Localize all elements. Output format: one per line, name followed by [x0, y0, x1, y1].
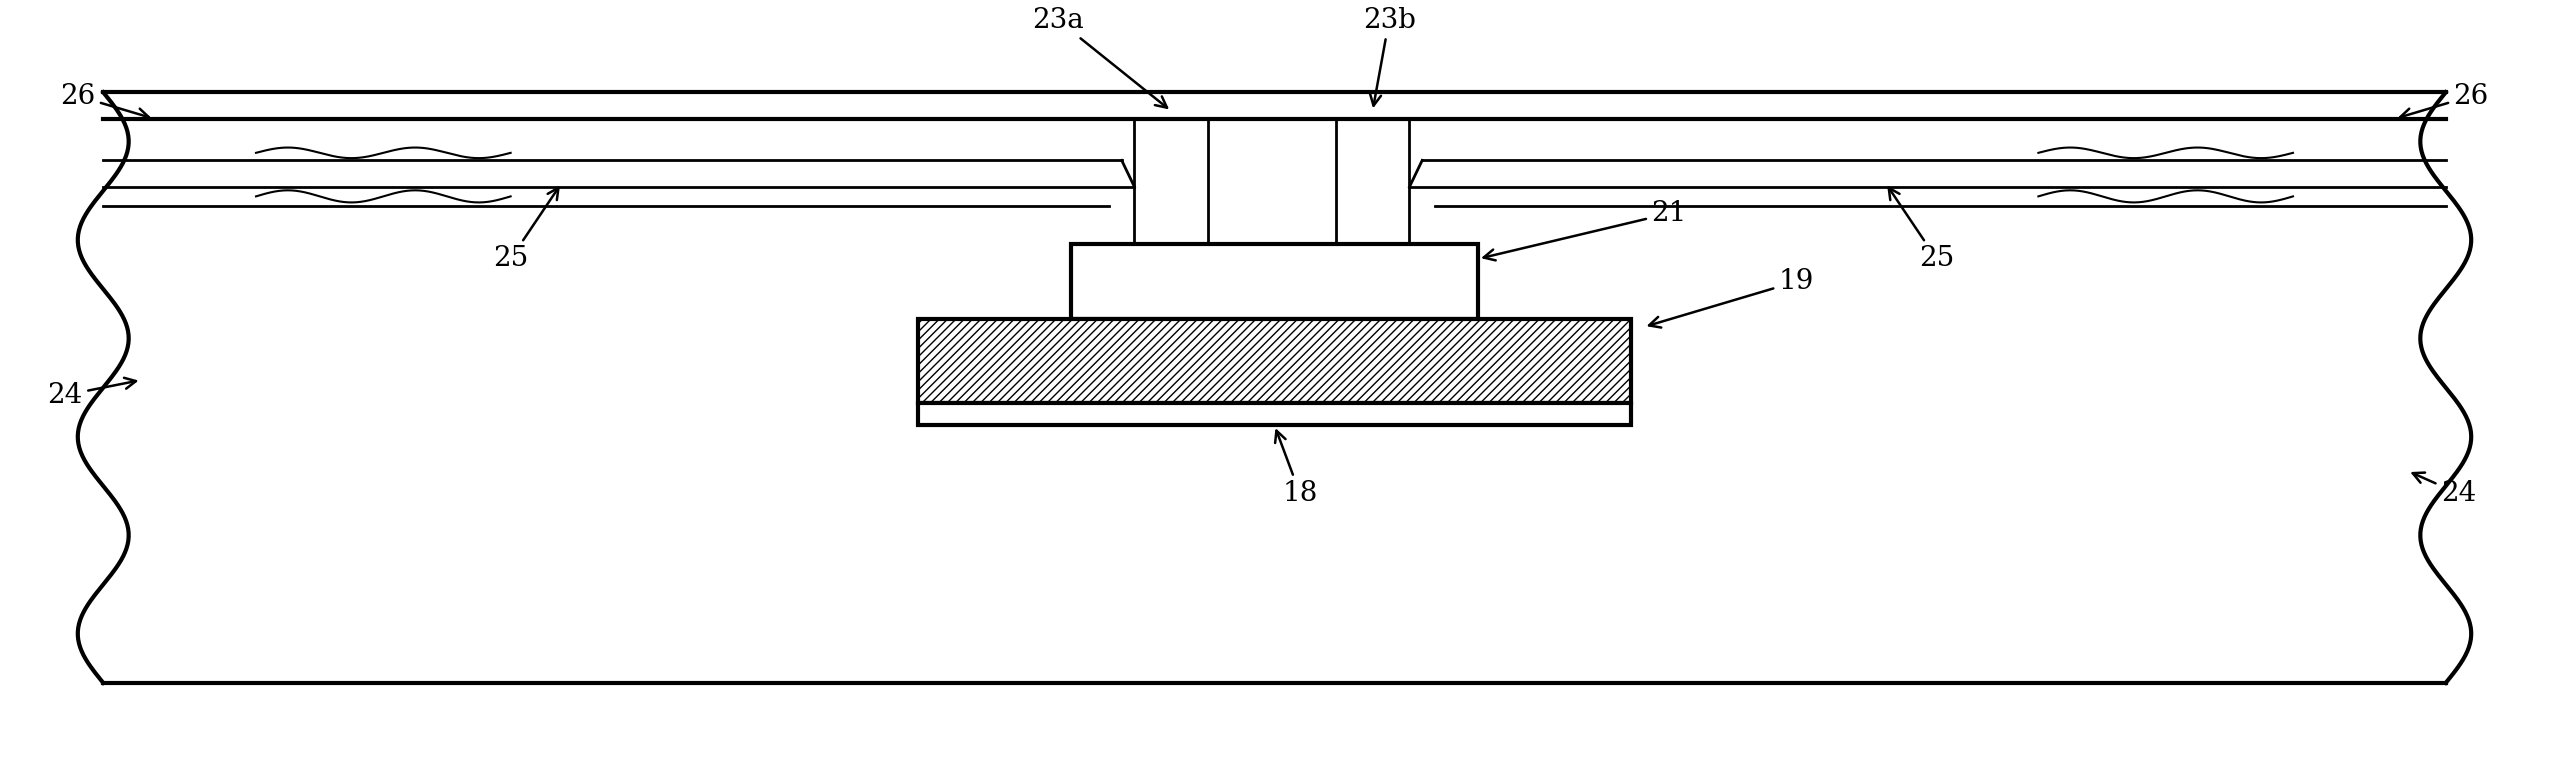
- Bar: [1071, 244, 1478, 319]
- Bar: [918, 403, 1631, 426]
- Bar: [1134, 119, 1208, 244]
- Bar: [1336, 119, 1410, 244]
- Text: 26: 26: [2401, 83, 2488, 119]
- Text: 26: 26: [61, 83, 148, 119]
- Bar: [918, 319, 1631, 403]
- Text: 24: 24: [48, 378, 135, 409]
- Text: 25: 25: [492, 188, 558, 272]
- Text: 21: 21: [1484, 200, 1687, 261]
- Text: 19: 19: [1649, 268, 1815, 328]
- Text: 23b: 23b: [1364, 7, 1415, 106]
- Text: 18: 18: [1274, 431, 1318, 507]
- Text: 25: 25: [1889, 188, 1955, 272]
- Text: 24: 24: [2414, 473, 2475, 507]
- Text: 23a: 23a: [1032, 7, 1167, 108]
